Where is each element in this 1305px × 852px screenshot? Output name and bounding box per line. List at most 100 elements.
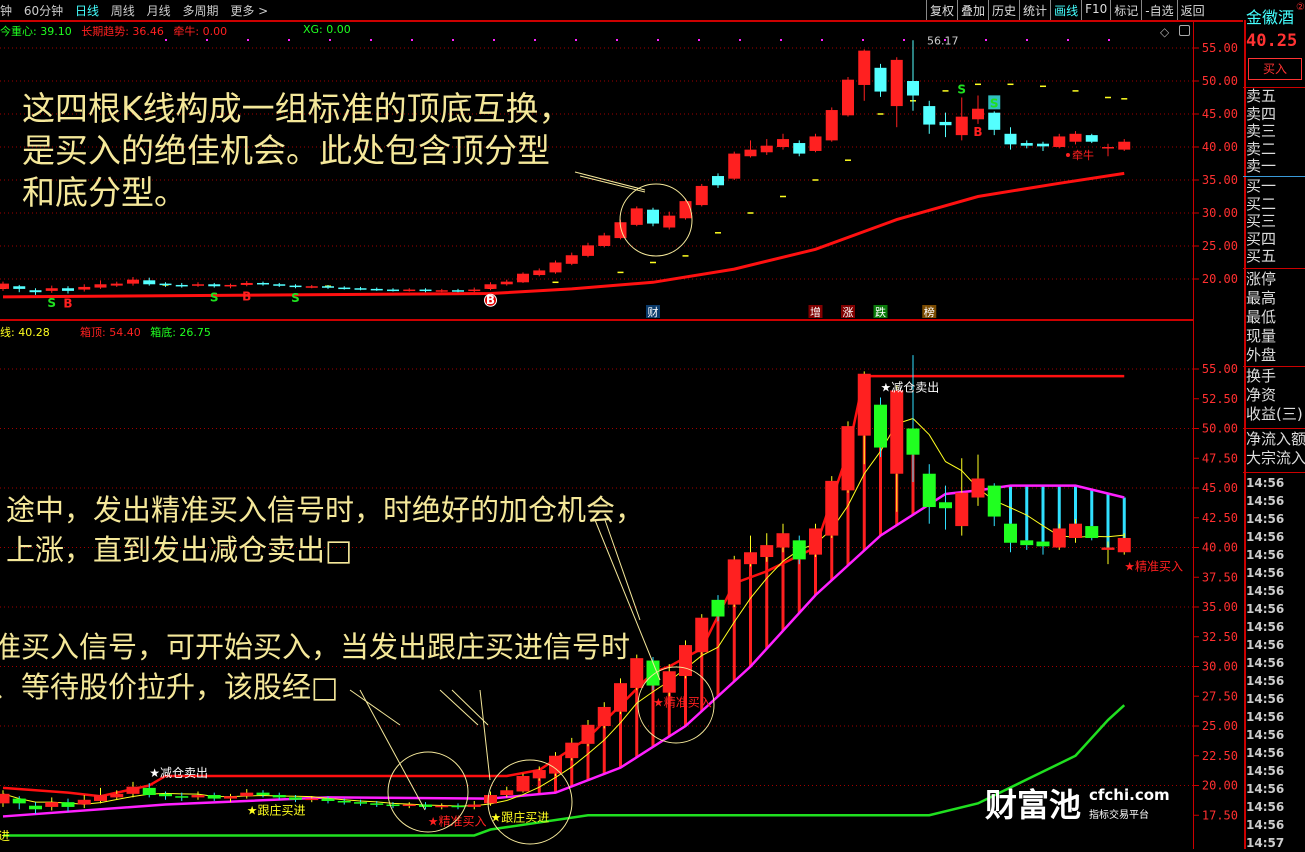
stock-name[interactable]: 金徽酒: [1246, 8, 1295, 27]
candle-top: [370, 288, 383, 291]
candle-bottom: [825, 480, 839, 536]
candle-bottom: [45, 802, 59, 807]
candle-top: [484, 284, 497, 289]
candle-top: [1037, 143, 1049, 147]
candle-top: [647, 209, 659, 224]
event-tag-bg: [808, 305, 823, 318]
marker-dot: [1108, 39, 1110, 41]
candle-top: [45, 288, 58, 291]
candle-bottom: [337, 800, 351, 803]
candle-top: [955, 116, 968, 136]
tab-minute[interactable]: 钟: [0, 4, 13, 18]
tick-time: 14:56: [1246, 494, 1285, 508]
candle-bottom: [0, 793, 10, 804]
f10-button[interactable]: F10: [1081, 0, 1110, 20]
kline-chart[interactable]: 55.00 50.00 45.00 40.00 35.00 30.00 25.00 20.00…: [0, 0, 1243, 849]
annotation-bottom-4: 、等待股价拉升，该股经□: [0, 670, 339, 704]
candle-top: [712, 176, 724, 186]
candle-bottom: [874, 404, 887, 448]
tab-weekly[interactable]: 周线: [110, 4, 135, 18]
candle-bottom: [679, 645, 692, 677]
diamond-icon[interactable]: ◇: [1160, 25, 1170, 39]
candle-top: [289, 285, 302, 288]
divider: [1243, 366, 1305, 367]
candle-top: [175, 284, 188, 287]
axis-label: 20.00: [1202, 779, 1238, 793]
tab-daily[interactable]: 日线: [74, 4, 99, 18]
candle-bottom: [354, 802, 367, 804]
tab-more[interactable]: 更多 >: [230, 4, 269, 18]
axis-label: 22.50: [1202, 749, 1238, 763]
candle-bottom: [516, 775, 530, 792]
stat-label: 最低: [1246, 308, 1277, 326]
candle-top: [403, 289, 416, 292]
event-tag[interactable]: 跌: [875, 305, 886, 319]
tab-60min[interactable]: 60分钟: [23, 4, 64, 18]
tick-time: 14:56: [1246, 602, 1285, 616]
candle-bottom: [565, 742, 579, 759]
candle-top: [1118, 141, 1131, 150]
tab-monthly[interactable]: 月线: [146, 4, 171, 18]
buy-level-label: 买二: [1246, 194, 1277, 213]
event-tag-bg: [922, 305, 937, 318]
candle-bottom: [289, 797, 302, 800]
candle-top: [760, 145, 773, 153]
marker-dot: [493, 39, 495, 41]
sell-level-label: 卖三: [1246, 122, 1277, 140]
tick-time: 14:56: [1246, 548, 1285, 562]
candle-top: [387, 289, 399, 292]
annotation-bottom-1: 途中，发出精准买入信号时，时绝好的加仓机会，: [6, 493, 645, 527]
box-top-line: [2, 374, 1125, 798]
axis-label: 30.00: [1202, 206, 1238, 220]
event-tag[interactable]: 涨: [843, 306, 854, 319]
annotation-circle: [619, 183, 693, 257]
tick-time: 14:57: [1246, 836, 1285, 850]
axis-label: 45.00: [1202, 107, 1238, 121]
adjust-button[interactable]: 复权: [926, 0, 957, 20]
candle-bottom: [549, 755, 562, 774]
candle-top: [468, 289, 481, 292]
candle-top: [435, 290, 448, 292]
stat-label: 净资: [1246, 386, 1277, 404]
mark-button[interactable]: 标记: [1110, 0, 1141, 20]
tick-time: 14:56: [1246, 692, 1285, 706]
tick-time: 14:56: [1246, 728, 1285, 742]
marker-dot: [206, 39, 208, 41]
candle-bottom: [175, 796, 189, 798]
event-tag[interactable]: 增: [810, 305, 821, 319]
candle-top: [972, 108, 984, 120]
tab-multi-period[interactable]: 多周期: [182, 4, 219, 18]
event-tag[interactable]: 榜: [924, 305, 935, 319]
annotation-arrow: [594, 519, 661, 681]
xg-value: XG: 0.00: [303, 23, 351, 36]
history-button[interactable]: 历史: [988, 0, 1019, 20]
axis-label: 50.00: [1202, 74, 1238, 88]
axis-label: 45.00: [1202, 481, 1238, 495]
candle-top: [679, 201, 692, 219]
back-button[interactable]: 返回: [1176, 0, 1208, 20]
event-tag[interactable]: 财: [648, 305, 659, 319]
candle-bottom: [662, 671, 676, 693]
stats-button[interactable]: 统计: [1019, 0, 1050, 20]
marker-dot: [862, 39, 864, 41]
axis-label: 32.50: [1202, 630, 1238, 644]
annotation-arrow: [349, 689, 401, 726]
candle-top: [825, 110, 838, 141]
stat-label: 涨停: [1246, 270, 1277, 288]
candle-bottom: [1069, 523, 1082, 538]
overlay-button[interactable]: 叠加: [957, 0, 988, 20]
draw-button[interactable]: 画线: [1050, 0, 1081, 20]
candle-top: [208, 284, 221, 287]
candle-top: [1053, 136, 1066, 147]
candle-top: [338, 287, 351, 290]
candle-bottom: [841, 426, 855, 491]
candle-bottom: [744, 552, 757, 565]
candle-bottom: [890, 390, 904, 474]
buy-button[interactable]: 买入: [1248, 58, 1302, 80]
watchlist-button[interactable]: -自选: [1141, 0, 1176, 20]
panel-toggle-icon[interactable]: [1179, 25, 1190, 36]
axis-label: 35.00: [1202, 173, 1238, 187]
tick-time: 14:56: [1246, 710, 1285, 724]
marker-dot: [288, 39, 290, 41]
candle-bottom: [987, 485, 1001, 517]
